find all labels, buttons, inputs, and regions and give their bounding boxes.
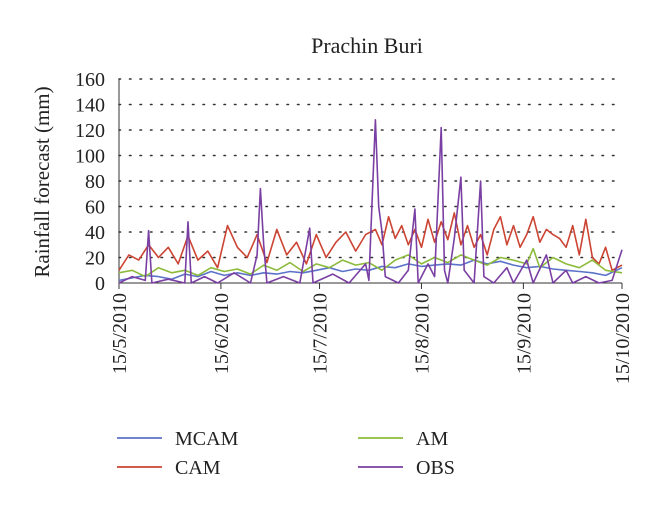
y-tick-label: 160 (75, 69, 105, 91)
y-tick-label: 100 (75, 146, 105, 168)
x-tick-labels: 15/5/2010 15/6/2010 15/7/2010 15/8/2010 15/9… (109, 293, 634, 384)
x-tick-label: 15/10/2010 (612, 293, 634, 384)
legend-label-am: AM (416, 428, 448, 450)
x-tick-label: 15/5/2010 (109, 293, 131, 374)
series-lines (118, 119, 623, 284)
x-tick-label: 15/7/2010 (310, 293, 332, 374)
y-tick-label: 20 (85, 248, 105, 270)
legend-label-obs: OBS (416, 457, 455, 479)
legend-label-cam: CAM (175, 457, 221, 479)
legend: MCAM CAM AM OBS (117, 428, 455, 479)
y-tick-label: 40 (85, 222, 105, 244)
axes (118, 79, 623, 289)
y-tick-labels: 0 20 40 60 80 100 120 140 160 (75, 69, 105, 295)
y-tick-label: 60 (85, 197, 105, 219)
x-tick-label: 15/9/2010 (513, 293, 535, 374)
y-tick-label: 140 (75, 95, 105, 117)
legend-label-mcam: MCAM (175, 428, 239, 450)
series-line-am (118, 247, 623, 278)
chart-title: Prachin Buri (311, 33, 423, 58)
y-axis-label: Rainfall forecast (mm) (30, 86, 54, 277)
x-tick-label: 15/8/2010 (411, 293, 433, 374)
y-tick-label: 80 (85, 171, 105, 193)
y-tick-label: 120 (75, 120, 105, 142)
series-line-obs (118, 119, 623, 284)
y-tick-label: 0 (95, 273, 105, 295)
x-tick-label: 15/6/2010 (211, 293, 233, 374)
